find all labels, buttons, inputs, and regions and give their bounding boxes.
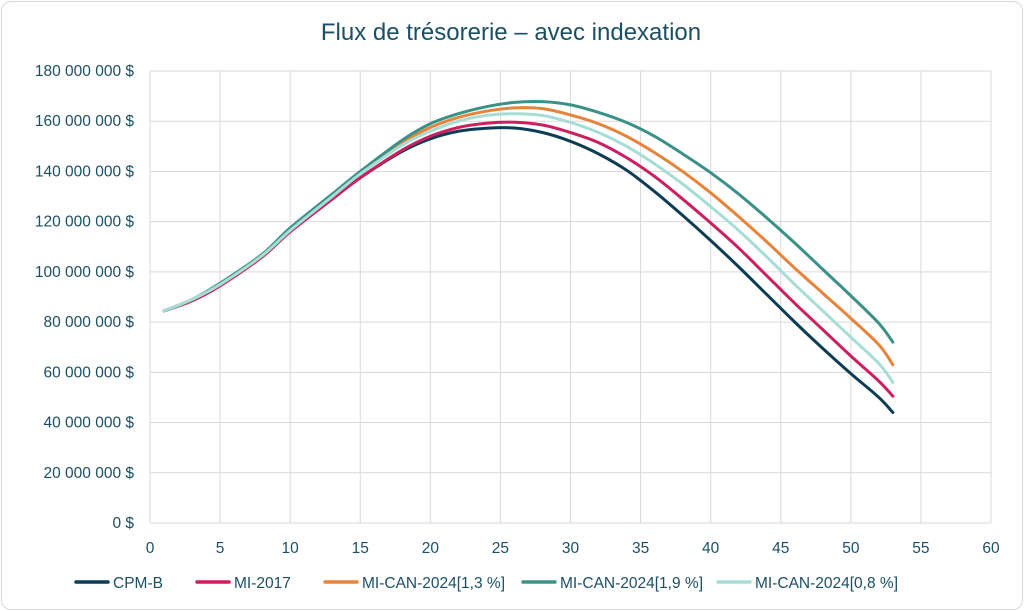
- series-line-0: [162, 126, 895, 415]
- series-line-3: [162, 99, 895, 344]
- x-tick-label: 0: [146, 540, 155, 557]
- x-tick-label: 60: [982, 540, 1000, 557]
- y-tick-label: 60 000 000 $: [43, 364, 134, 381]
- x-tick-label: 30: [562, 540, 580, 557]
- legend: CPM-B MI-2017 MI-CAN-2024[1,3 %] MI-CAN-202…: [74, 575, 898, 592]
- x-tick-label: 40: [702, 540, 720, 557]
- y-tick-label: 140 000 000 $: [35, 163, 135, 180]
- legend-label: CPM-B: [113, 575, 163, 592]
- x-tick-label: 5: [216, 540, 225, 557]
- x-tick-label: 55: [912, 540, 929, 557]
- y-axis-ticks: 0 $ 20 000 000 $ 40 000 000 $ 60 000 000 $ 8…: [35, 63, 135, 532]
- y-tick-label: 20 000 000 $: [43, 465, 134, 482]
- chart-title: Flux de trésorerie – avec indexation: [321, 19, 701, 46]
- x-tick-label: 15: [352, 540, 369, 557]
- x-tick-label: 50: [842, 540, 860, 557]
- series-line-4: [162, 112, 895, 384]
- y-tick-label: 80 000 000 $: [43, 314, 134, 331]
- legend-label: MI-CAN-2024[1,9 %]: [560, 575, 703, 592]
- legend-label: MI-CAN-2024[1,3 %]: [362, 575, 505, 592]
- grid-lines: [149, 70, 992, 524]
- x-tick-label: 20: [422, 540, 440, 557]
- legend-label: MI-CAN-2024[0,8 %]: [755, 575, 898, 592]
- x-tick-label: 10: [282, 540, 300, 557]
- y-tick-label: 120 000 000 $: [35, 214, 135, 231]
- y-tick-label: 40 000 000 $: [43, 415, 134, 432]
- x-axis-ticks: 0 5 10 15 20 25 30 35 40 45 50 55 60: [146, 540, 1000, 557]
- x-tick-label: 25: [492, 540, 509, 557]
- y-tick-label: 160 000 000 $: [35, 113, 135, 130]
- x-tick-label: 35: [632, 540, 649, 557]
- y-tick-label: 180 000 000 $: [35, 63, 135, 80]
- series-line-2: [162, 106, 895, 367]
- y-tick-label: 0 $: [112, 515, 134, 532]
- series-lines: [162, 99, 895, 415]
- x-tick-label: 45: [772, 540, 789, 557]
- y-tick-label: 100 000 000 $: [35, 264, 135, 281]
- legend-label: MI-2017: [234, 575, 291, 592]
